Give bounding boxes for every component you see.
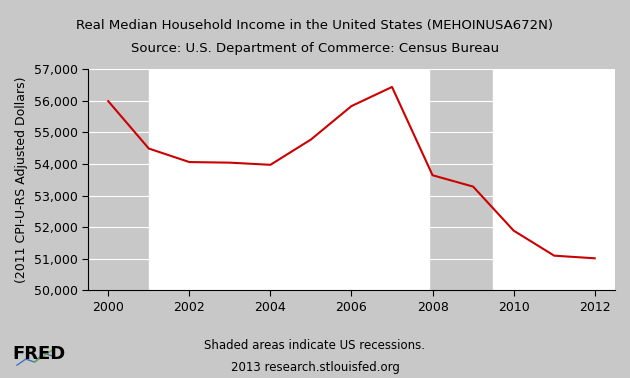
Text: Shaded areas indicate US recessions.: Shaded areas indicate US recessions. xyxy=(205,339,425,352)
Bar xyxy=(493,69,619,290)
Text: Real Median Household Income in the United States (MEHOINUSA672N): Real Median Household Income in the Unit… xyxy=(76,19,554,32)
Text: Source: U.S. Department of Commerce: Census Bureau: Source: U.S. Department of Commerce: Cen… xyxy=(131,42,499,54)
Y-axis label: (2011 CPI-U-RS Adjusted Dollars): (2011 CPI-U-RS Adjusted Dollars) xyxy=(15,76,28,283)
Bar xyxy=(149,69,429,290)
Text: FRED: FRED xyxy=(13,345,66,363)
Text: 2013 research.stlouisfed.org: 2013 research.stlouisfed.org xyxy=(231,361,399,374)
